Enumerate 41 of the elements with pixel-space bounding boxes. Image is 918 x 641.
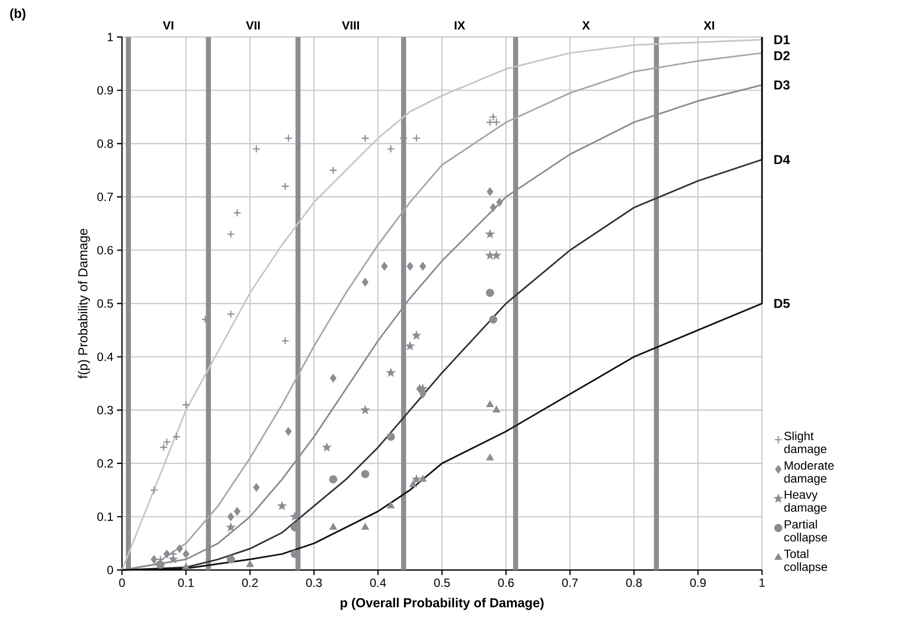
x-tick-label: 0.8 [626, 578, 642, 587]
x-tick-label: 0.5 [434, 578, 450, 587]
y-tick-label: 0.5 [97, 299, 113, 308]
text: XI [704, 21, 714, 30]
y-tick-label: 0.7 [97, 192, 113, 202]
legend-label: Total collapse [784, 549, 828, 574]
text: (b) [10, 8, 26, 21]
series-label: D2 [774, 51, 790, 60]
text: IX [454, 21, 466, 30]
x-tick-label: 0.7 [562, 578, 578, 587]
text: VIII [342, 21, 359, 30]
legend-label: Heavy damage [784, 490, 826, 514]
x-tick-label: 1 [760, 578, 765, 587]
legend-label: Slight damage [784, 431, 826, 456]
series-label: D5 [774, 298, 790, 308]
x-tick-label: 0.6 [498, 578, 514, 587]
y-tick-label: 0.6 [97, 246, 113, 254]
y-tick-label: 0.9 [97, 86, 113, 95]
x-tick-label: 0.1 [178, 578, 194, 587]
legend-label: Partial collapse [784, 520, 828, 544]
y-tick-label: 0.8 [97, 139, 113, 148]
text: VII [246, 21, 260, 30]
series-label: D4 [774, 155, 790, 164]
y-tick-label: 0.3 [97, 406, 113, 414]
y-tick-label: 0.1 [97, 512, 113, 521]
series-label: D1 [774, 35, 790, 44]
x-tick-label: 0 [119, 578, 125, 587]
y-tick-label: 0 [107, 566, 114, 574]
text: VI [162, 21, 174, 30]
y-tick-label: 0.4 [97, 352, 114, 362]
series-label: D3 [774, 80, 790, 90]
legend-label: Moderate damage [784, 460, 834, 486]
x-axis-title: p (Overall Probability of Damage) [340, 598, 544, 610]
y-tick-label: 0.2 [97, 459, 113, 468]
y-tick-label: 1 [108, 32, 113, 42]
text: X [582, 21, 590, 30]
x-tick-label: 0.3 [306, 578, 322, 587]
y-axis-title: f(p) Probability of Damage [78, 228, 90, 379]
x-tick-label: 0.9 [690, 578, 706, 587]
x-tick-label: 0.2 [242, 578, 258, 587]
x-tick-label: 0.4 [370, 578, 386, 587]
